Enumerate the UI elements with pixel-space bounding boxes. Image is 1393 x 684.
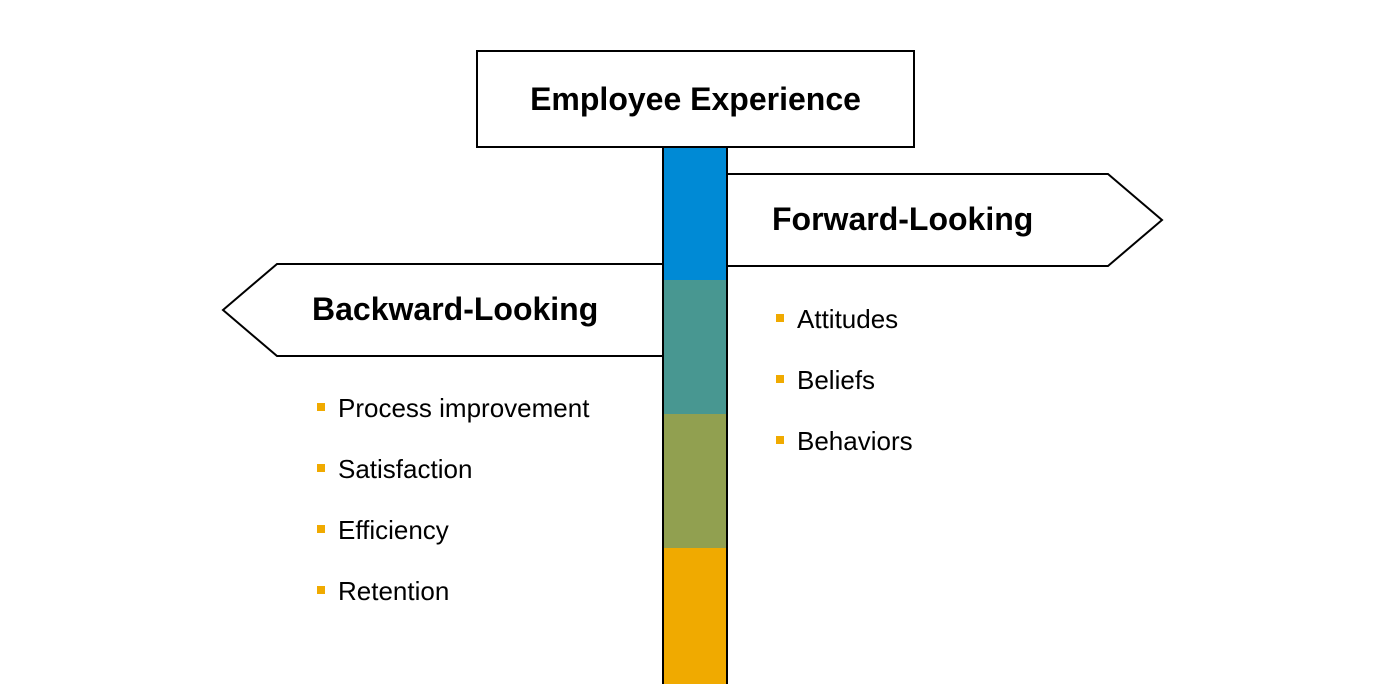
list-item: Process improvement (317, 393, 589, 454)
pole-segment-olive (664, 414, 726, 548)
list-item: Satisfaction (317, 454, 589, 515)
backward-looking-label: Backward-Looking (312, 291, 599, 327)
pole-segment-teal (664, 280, 726, 414)
list-item: Beliefs (776, 365, 913, 426)
list-item: Retention (317, 576, 589, 637)
list-item-text: Retention (338, 576, 450, 606)
list-item-text: Process improvement (338, 393, 590, 423)
title-sign: Employee Experience (476, 50, 915, 148)
square-bullet-icon (776, 314, 784, 322)
list-item-text: Behaviors (797, 426, 913, 456)
forward-looking-list: Attitudes Beliefs Behaviors (776, 304, 913, 487)
square-bullet-icon (776, 436, 784, 444)
square-bullet-icon (776, 375, 784, 383)
left-arrow-sign-shape (221, 263, 664, 357)
forward-looking-label: Forward-Looking (772, 201, 1034, 237)
list-item-text: Efficiency (338, 515, 449, 545)
pole-segment-blue (664, 146, 726, 280)
title-text: Employee Experience (530, 80, 861, 117)
list-item: Attitudes (776, 304, 913, 365)
backward-looking-list: Process improvement Satisfaction Efficie… (317, 393, 589, 637)
list-item-text: Satisfaction (338, 454, 473, 484)
backward-looking-sign: Backward-Looking (221, 263, 664, 357)
square-bullet-icon (317, 586, 325, 594)
signpost-pole (662, 146, 728, 684)
right-arrow-sign-shape (726, 173, 1164, 267)
list-item-text: Beliefs (797, 365, 876, 395)
square-bullet-icon (317, 525, 325, 533)
pole-segment-yellow (664, 548, 726, 684)
forward-looking-sign: Forward-Looking (726, 173, 1164, 267)
square-bullet-icon (317, 403, 325, 411)
list-item-text: Attitudes (797, 304, 899, 334)
list-item: Efficiency (317, 515, 589, 576)
list-item: Behaviors (776, 426, 913, 487)
square-bullet-icon (317, 464, 325, 472)
